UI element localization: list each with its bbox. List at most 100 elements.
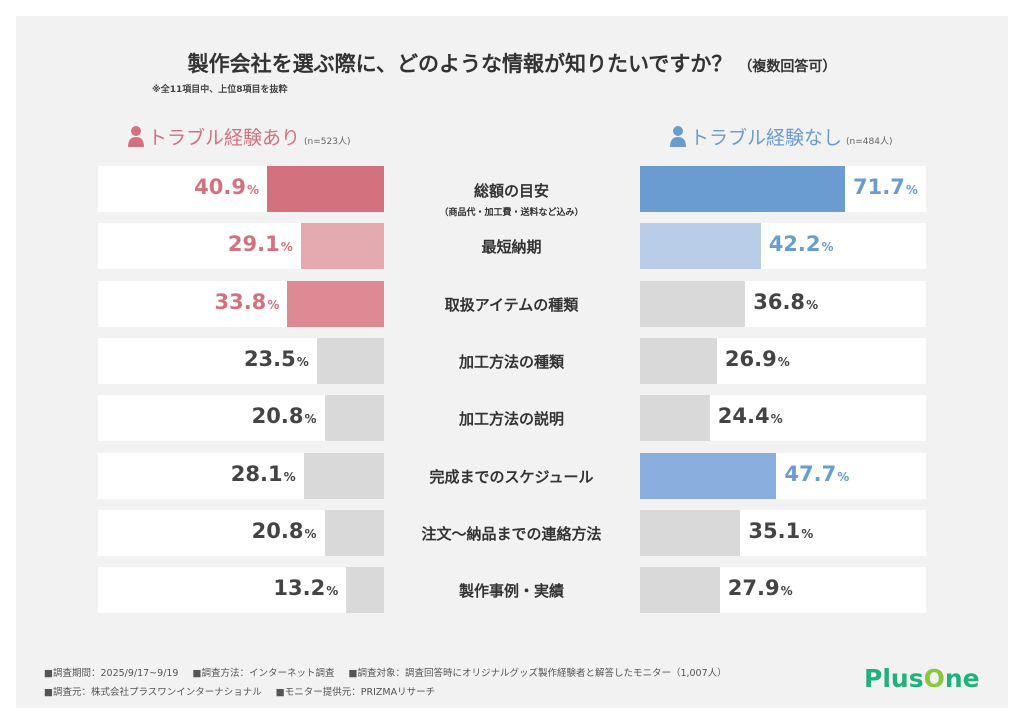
value-label-left: 20.8%	[252, 404, 317, 428]
table-row: 40.9% 71.7% 総額の目安 （商品代・加工費・送料など込み）	[0, 166, 1024, 218]
category-label: 総額の目安 （商品代・加工費・送料など込み）	[383, 180, 640, 218]
percent-sign: %	[770, 412, 783, 427]
bar-no-trouble	[640, 280, 746, 327]
person-icon	[670, 126, 686, 147]
percent-sign: %	[821, 240, 834, 255]
bar-trouble	[324, 395, 384, 442]
value-number: 23.5	[243, 346, 296, 371]
category-label: 加工方法の種類	[383, 351, 640, 372]
category-label: 最短納期	[383, 236, 640, 257]
bar-no-trouble	[640, 337, 717, 384]
legend-right-label: トラブル経験なし	[690, 127, 843, 149]
category-label: 加工方法の説明	[383, 408, 640, 429]
value-label-right: 47.7%	[784, 462, 849, 486]
percent-sign: %	[777, 354, 790, 369]
bar-trouble	[287, 280, 384, 327]
category-text: 加工方法の説明	[458, 410, 564, 429]
category-text: 製作事例・実績	[458, 582, 564, 601]
footer-item: ■調査方法：インターネット調査	[192, 668, 335, 679]
percent-sign: %	[905, 183, 918, 197]
value-number: 42.2	[768, 232, 821, 257]
value-label-right: 36.8%	[753, 290, 818, 314]
value-number: 20.8	[251, 518, 304, 543]
value-label-left: 29.1%	[228, 232, 293, 256]
value-label-right: 26.9%	[725, 347, 790, 371]
value-number: 47.7	[784, 461, 837, 486]
percent-sign: %	[296, 354, 309, 369]
value-label-left: 23.5%	[244, 347, 309, 371]
bar-no-trouble	[640, 395, 710, 442]
category-text: 注文〜納品までの連絡方法	[421, 524, 602, 543]
value-label-right: 42.2%	[769, 232, 834, 256]
legend-right: トラブル経験なし (n=484人)	[670, 122, 892, 150]
legend-left-n: (n=523人)	[304, 137, 351, 147]
percent-sign: %	[304, 526, 317, 541]
category-text: 取扱アイテムの種類	[444, 295, 579, 314]
value-label-left: 33.8%	[214, 290, 279, 314]
bar-trouble	[316, 337, 384, 384]
category-text: 最短納期	[481, 238, 542, 257]
chart-title: 製作会社を選ぶ際に、どのような情報が知りたいですか？ （複数回答可）	[0, 48, 1024, 78]
category-text: 完成までのスケジュール	[429, 467, 594, 486]
value-number: 36.8	[753, 289, 806, 314]
category-label: 取扱アイテムの種類	[383, 294, 640, 315]
category-subtitle: （商品代・加工費・送料など込み）	[439, 208, 584, 218]
footer-item: ■調査元：株式会社プラスワンインターナショナル	[44, 687, 262, 698]
legend-right-n: (n=484人)	[846, 137, 893, 147]
plusone-logo: PlusOne	[864, 664, 980, 693]
bar-trouble	[324, 509, 384, 556]
value-number: 20.8	[251, 404, 304, 429]
category-label: 製作事例・実績	[383, 580, 640, 601]
left-row-bg	[98, 567, 384, 614]
value-number: 26.9	[724, 346, 777, 371]
percent-sign: %	[280, 240, 293, 255]
table-row: 20.8% 35.1% 注文〜納品までの連絡方法	[0, 509, 1024, 556]
value-number: 71.7	[853, 175, 905, 199]
percent-sign: %	[806, 297, 819, 312]
percent-sign: %	[267, 297, 280, 312]
footer-item: ■モニター提供元：PRIZMAリサーチ	[275, 687, 436, 698]
value-number: 24.4	[717, 404, 770, 429]
bar-no-trouble	[640, 166, 846, 212]
footer-item: ■調査対象：調査回答時にオリジナルグッズ製作経験者と解答したモニター（1,007…	[348, 668, 727, 679]
value-label-right: 71.7%	[853, 175, 918, 199]
value-number: 27.9	[727, 576, 780, 601]
value-number: 29.1	[227, 232, 280, 257]
value-number: 13.2	[273, 576, 326, 601]
percent-sign: %	[837, 469, 850, 484]
percent-sign: %	[247, 183, 260, 197]
legend-left-label: トラブル経験あり	[148, 127, 301, 149]
footer: ■調査期間：2025/9/17~9/19 ■調査方法：インターネット調査 ■調査対象…	[44, 664, 741, 702]
table-row: 20.8% 24.4% 加工方法の説明	[0, 395, 1024, 442]
title-suffix: （複数回答可）	[738, 59, 837, 75]
category-label: 注文〜納品までの連絡方法	[383, 523, 640, 544]
percent-sign: %	[801, 526, 814, 541]
table-row: 33.8% 36.8% 取扱アイテムの種類	[0, 280, 1024, 327]
percent-sign: %	[304, 412, 317, 427]
note: ※全11項目中、上位8項目を抜粋	[152, 85, 288, 95]
value-number: 40.9	[194, 175, 246, 199]
table-row: 23.5% 26.9% 加工方法の種類	[0, 337, 1024, 384]
footer-item: ■調査期間：2025/9/17~9/19	[44, 668, 179, 679]
value-label-left: 20.8%	[252, 519, 317, 543]
table-row: 28.1% 47.7% 完成までのスケジュール	[0, 452, 1024, 499]
category-text: 加工方法の種類	[458, 352, 564, 371]
title-text: 製作会社を選ぶ際に、どのような情報が知りたいですか？	[187, 52, 733, 76]
value-label-left: 13.2%	[273, 576, 338, 600]
value-number: 35.1	[748, 518, 801, 543]
value-number: 33.8	[214, 289, 267, 314]
bar-trouble	[300, 223, 384, 270]
category-text: 総額の目安	[473, 182, 549, 200]
value-label-left: 40.9%	[194, 175, 259, 199]
percent-sign: %	[326, 584, 339, 599]
bar-no-trouble	[640, 567, 720, 614]
person-icon	[128, 126, 144, 147]
value-label-right: 35.1%	[748, 519, 813, 543]
category-label: 完成までのスケジュール	[383, 466, 640, 487]
percent-sign: %	[283, 469, 296, 484]
legend-left: トラブル経験あり (n=523人)	[128, 122, 350, 150]
bar-trouble	[346, 567, 384, 614]
table-row: 29.1% 42.2% 最短納期	[0, 223, 1024, 270]
value-label-left: 28.1%	[231, 462, 296, 486]
bar-trouble	[303, 452, 384, 499]
